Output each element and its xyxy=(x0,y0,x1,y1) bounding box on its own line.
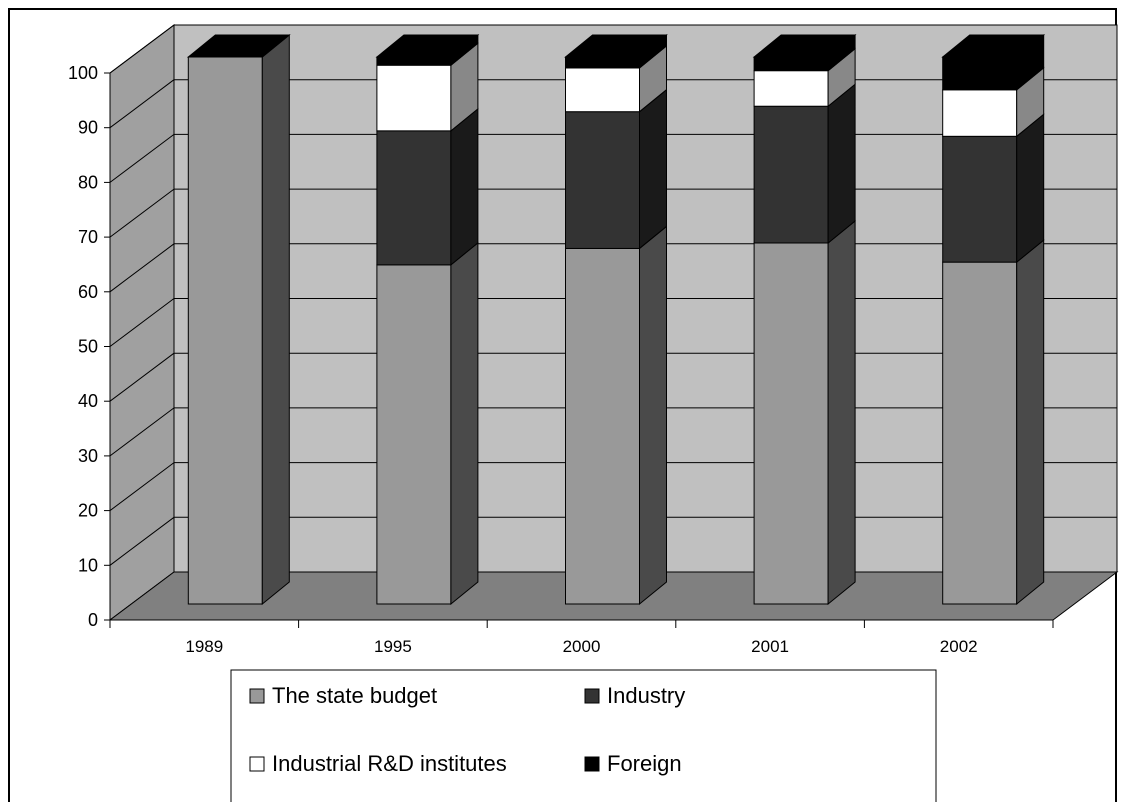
bar-segment xyxy=(942,261,1018,605)
gridline-side xyxy=(109,79,175,129)
bar-segment xyxy=(753,242,829,605)
gridline-side xyxy=(109,188,175,238)
bar-segment xyxy=(565,111,640,249)
legend-label: Industry xyxy=(607,683,685,708)
bar-segment xyxy=(376,130,452,266)
y-tick-label: 70 xyxy=(78,227,98,247)
y-tick-label: 20 xyxy=(78,501,98,521)
bar-segment xyxy=(187,56,263,605)
bar-segment xyxy=(942,135,1018,263)
gridline-side xyxy=(109,298,175,347)
bar-top xyxy=(941,34,1046,58)
legend-swatch xyxy=(249,688,265,704)
gridline-side xyxy=(109,407,175,457)
x-tick-label: 2001 xyxy=(751,637,789,656)
bar-segment-side xyxy=(261,33,290,606)
bar-segment-side xyxy=(639,225,667,606)
legend-swatch xyxy=(584,756,600,772)
y-tick-label: 80 xyxy=(78,172,98,192)
gridline-side xyxy=(109,516,175,566)
bar-top xyxy=(752,34,857,58)
legend-label: Industrial R&D institutes xyxy=(272,751,507,776)
bar-segment xyxy=(753,105,829,244)
gridline-side xyxy=(109,243,175,293)
bar-segment xyxy=(376,264,452,605)
bar-segment-side xyxy=(827,83,856,245)
bar-segment-side xyxy=(450,107,479,266)
bar-segment-side xyxy=(639,88,667,250)
axes: 0 10 20 30 40 50 60 70 80 90 100 1989 1995 2000 2001 20… xyxy=(68,63,1054,656)
y-tick-label: 50 xyxy=(78,337,98,357)
bar-segment xyxy=(565,67,640,113)
bar-segment xyxy=(942,56,1018,91)
bar-top xyxy=(375,34,480,58)
bar-top xyxy=(564,34,668,58)
legend-swatch xyxy=(249,756,265,772)
bar-segment-side xyxy=(1016,239,1045,606)
bar-segment xyxy=(565,56,640,69)
y-tick-label: 40 xyxy=(78,391,98,411)
x-tick-label: 1989 xyxy=(185,637,223,656)
x-tick-label: 2002 xyxy=(940,637,978,656)
bar-segment-side xyxy=(1016,113,1045,264)
legend-box xyxy=(230,669,937,806)
gridline-side xyxy=(109,133,175,183)
bar-segment-side xyxy=(450,241,479,606)
legend-label: Foreign xyxy=(607,751,682,776)
bar-segment xyxy=(942,89,1018,137)
y-tick-label: 100 xyxy=(68,63,98,83)
x-tick-label: 2000 xyxy=(563,637,601,656)
gridline-side xyxy=(109,24,175,74)
legend-label: The state budget xyxy=(272,683,437,708)
y-tick-label: 60 xyxy=(78,282,98,302)
bar-segment xyxy=(753,56,829,72)
bar-segment xyxy=(565,247,640,605)
bar-segment xyxy=(376,56,452,66)
bar-top xyxy=(186,34,291,58)
bar-segment xyxy=(376,64,452,132)
bar-segment-side xyxy=(827,219,856,606)
y-tick-label: 0 xyxy=(88,610,98,630)
y-tick-label: 10 xyxy=(78,555,98,575)
legend-swatch xyxy=(584,688,600,704)
legend: The state budget Industry Industrial R&D i… xyxy=(230,669,937,806)
y-tick-label: 30 xyxy=(78,446,98,466)
bar-segment xyxy=(753,70,829,107)
x-tick-label: 1995 xyxy=(374,637,412,656)
gridline-side xyxy=(109,352,175,402)
gridline-side xyxy=(109,462,175,512)
y-tick-label: 90 xyxy=(78,118,98,138)
bars xyxy=(186,33,1046,606)
